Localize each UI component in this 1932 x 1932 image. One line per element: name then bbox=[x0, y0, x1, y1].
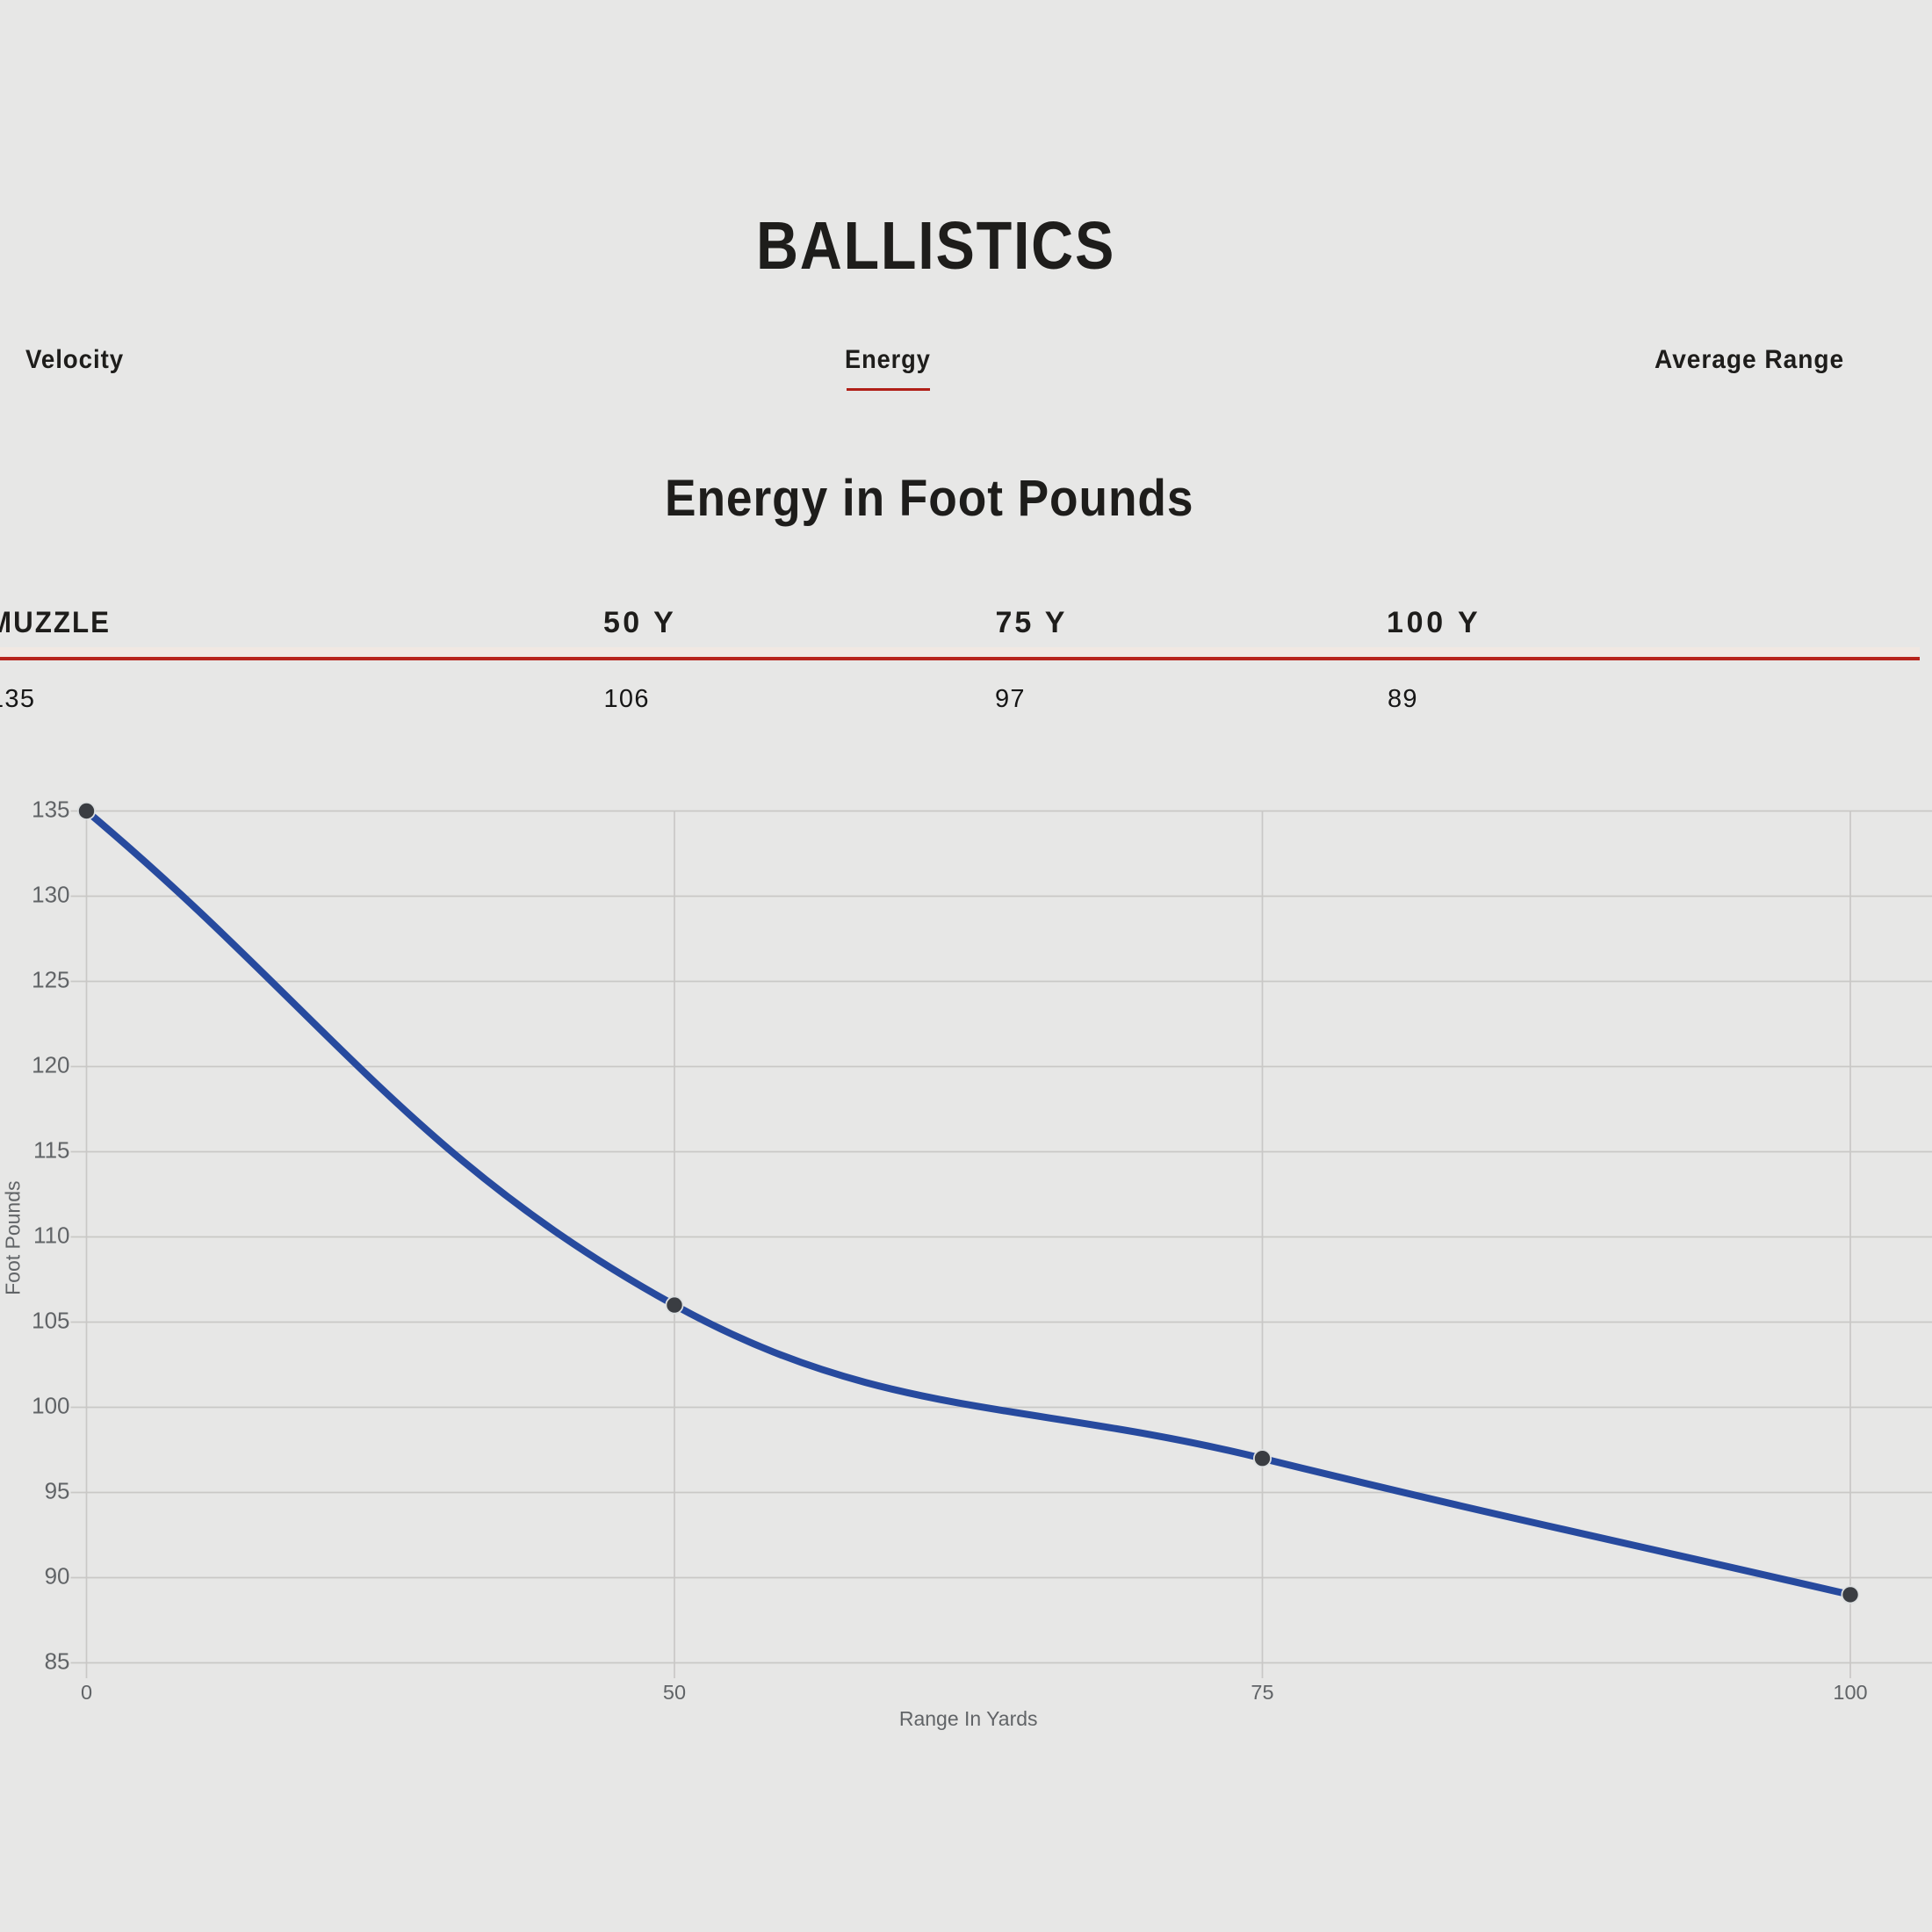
svg-text:Range In Yards: Range In Yards bbox=[899, 1707, 1038, 1730]
svg-text:100: 100 bbox=[1833, 1681, 1867, 1704]
svg-text:120: 120 bbox=[32, 1052, 69, 1078]
svg-text:125: 125 bbox=[32, 967, 69, 993]
svg-text:105: 105 bbox=[32, 1308, 69, 1334]
svg-text:100: 100 bbox=[32, 1393, 69, 1419]
svg-text:0: 0 bbox=[81, 1681, 92, 1704]
svg-text:50: 50 bbox=[663, 1681, 686, 1704]
svg-text:95: 95 bbox=[45, 1478, 70, 1504]
svg-text:110: 110 bbox=[33, 1222, 69, 1249]
svg-text:90: 90 bbox=[45, 1563, 70, 1590]
svg-text:135: 135 bbox=[32, 797, 69, 823]
svg-text:85: 85 bbox=[45, 1648, 70, 1675]
svg-text:115: 115 bbox=[33, 1137, 69, 1164]
svg-text:130: 130 bbox=[32, 882, 69, 908]
svg-text:75: 75 bbox=[1251, 1681, 1273, 1704]
svg-text:Foot Pounds: Foot Pounds bbox=[2, 1180, 25, 1294]
